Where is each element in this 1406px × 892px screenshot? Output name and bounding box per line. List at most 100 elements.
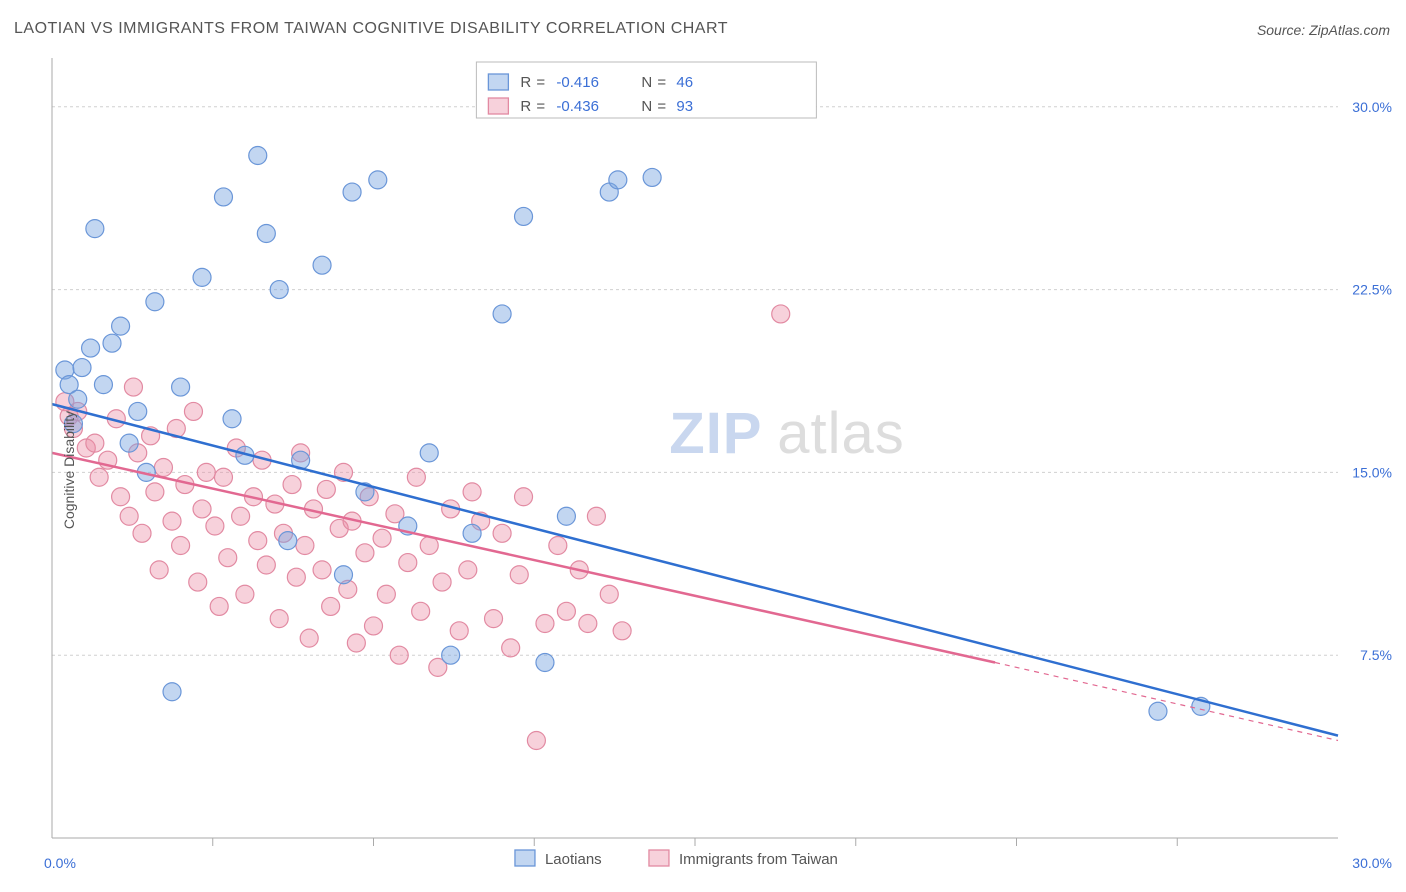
data-point-taiwan [163,512,181,530]
y-axis-label: Cognitive Disability [61,411,77,529]
data-point-laotians [369,171,387,189]
data-point-taiwan [365,617,383,635]
data-point-taiwan [313,561,331,579]
data-point-laotians [193,268,211,286]
data-point-laotians [249,147,267,165]
data-point-taiwan [124,378,142,396]
legend-r-value-laotians: -0.416 [556,74,599,91]
legend-eq2: = [657,98,666,115]
data-point-taiwan [283,476,301,494]
data-point-taiwan [527,732,545,750]
data-point-taiwan [133,524,151,542]
trend-extrap-taiwan [995,663,1338,741]
data-point-laotians [343,183,361,201]
data-point-taiwan [377,585,395,603]
data-point-taiwan [536,615,554,633]
data-point-laotians [557,507,575,525]
data-point-taiwan [772,305,790,323]
data-point-taiwan [150,561,168,579]
data-point-laotians [279,532,297,550]
data-point-laotians [146,293,164,311]
data-point-laotians [120,434,138,452]
data-point-laotians [609,171,627,189]
x-tick-label-right: 30.0% [1352,855,1392,871]
watermark-zip: ZIP [669,401,762,466]
data-point-laotians [1149,702,1167,720]
legend-n-label: N [641,74,652,91]
data-point-taiwan [193,500,211,518]
data-point-taiwan [463,483,481,501]
data-point-taiwan [214,468,232,486]
data-point-laotians [103,334,121,352]
data-point-laotians [69,390,87,408]
data-point-laotians [493,305,511,323]
data-point-laotians [334,566,352,584]
data-point-laotians [163,683,181,701]
chart-title: LAOTIAN VS IMMIGRANTS FROM TAIWAN COGNIT… [14,20,728,38]
data-point-taiwan [322,597,340,615]
y-tick-label: 22.5% [1352,282,1392,298]
data-point-taiwan [579,615,597,633]
source-attribution: Source: ZipAtlas.com [1257,22,1390,38]
data-point-laotians [270,281,288,299]
legend-eq: = [536,98,545,115]
legend-swatch-taiwan [488,98,508,114]
legend-r-label: R [520,74,531,91]
data-point-taiwan [356,544,374,562]
data-point-taiwan [549,537,567,555]
data-point-laotians [536,654,554,672]
y-tick-label: 7.5% [1360,647,1392,663]
footer-label-taiwan: Immigrants from Taiwan [679,851,838,868]
data-point-taiwan [587,507,605,525]
data-point-laotians [313,256,331,274]
chart-header: LAOTIAN VS IMMIGRANTS FROM TAIWAN COGNIT… [0,0,1406,48]
data-point-taiwan [287,568,305,586]
data-point-taiwan [450,622,468,640]
data-point-taiwan [197,463,215,481]
data-point-laotians [223,410,241,428]
data-point-laotians [172,378,190,396]
data-point-taiwan [257,556,275,574]
scatter-chart: 7.5%15.0%22.5%30.0%ZIPatlas0.0%30.0%R=-0… [0,48,1406,892]
footer-label-laotians: Laotians [545,851,602,868]
trend-line-taiwan [52,453,995,663]
data-point-laotians [82,339,100,357]
legend-n-value-laotians: 46 [676,74,693,91]
data-point-laotians [463,524,481,542]
data-point-taiwan [219,549,237,567]
data-point-taiwan [459,561,477,579]
data-point-taiwan [120,507,138,525]
data-point-taiwan [347,634,365,652]
data-point-taiwan [412,602,430,620]
footer-swatch-laotians [515,850,535,866]
data-point-laotians [442,646,460,664]
data-point-taiwan [557,602,575,620]
data-point-laotians [420,444,438,462]
data-point-taiwan [232,507,250,525]
data-point-taiwan [206,517,224,535]
y-tick-label: 30.0% [1352,99,1392,115]
data-point-taiwan [300,629,318,647]
data-point-taiwan [112,488,130,506]
data-point-taiwan [236,585,254,603]
data-point-taiwan [90,468,108,486]
data-point-taiwan [502,639,520,657]
data-point-taiwan [146,483,164,501]
legend-eq2: = [657,74,666,91]
data-point-taiwan [189,573,207,591]
data-point-taiwan [515,488,533,506]
data-point-taiwan [510,566,528,584]
data-point-taiwan [296,537,314,555]
legend-n-value-taiwan: 93 [676,98,693,115]
y-tick-label: 15.0% [1352,464,1392,480]
data-point-laotians [86,220,104,238]
watermark-atlas: atlas [777,401,905,466]
legend-swatch-laotians [488,74,508,90]
data-point-taiwan [613,622,631,640]
legend-r-value-taiwan: -0.436 [556,98,599,115]
data-point-taiwan [210,597,228,615]
data-point-taiwan [390,646,408,664]
data-point-laotians [112,317,130,335]
data-point-taiwan [270,610,288,628]
data-point-laotians [129,402,147,420]
